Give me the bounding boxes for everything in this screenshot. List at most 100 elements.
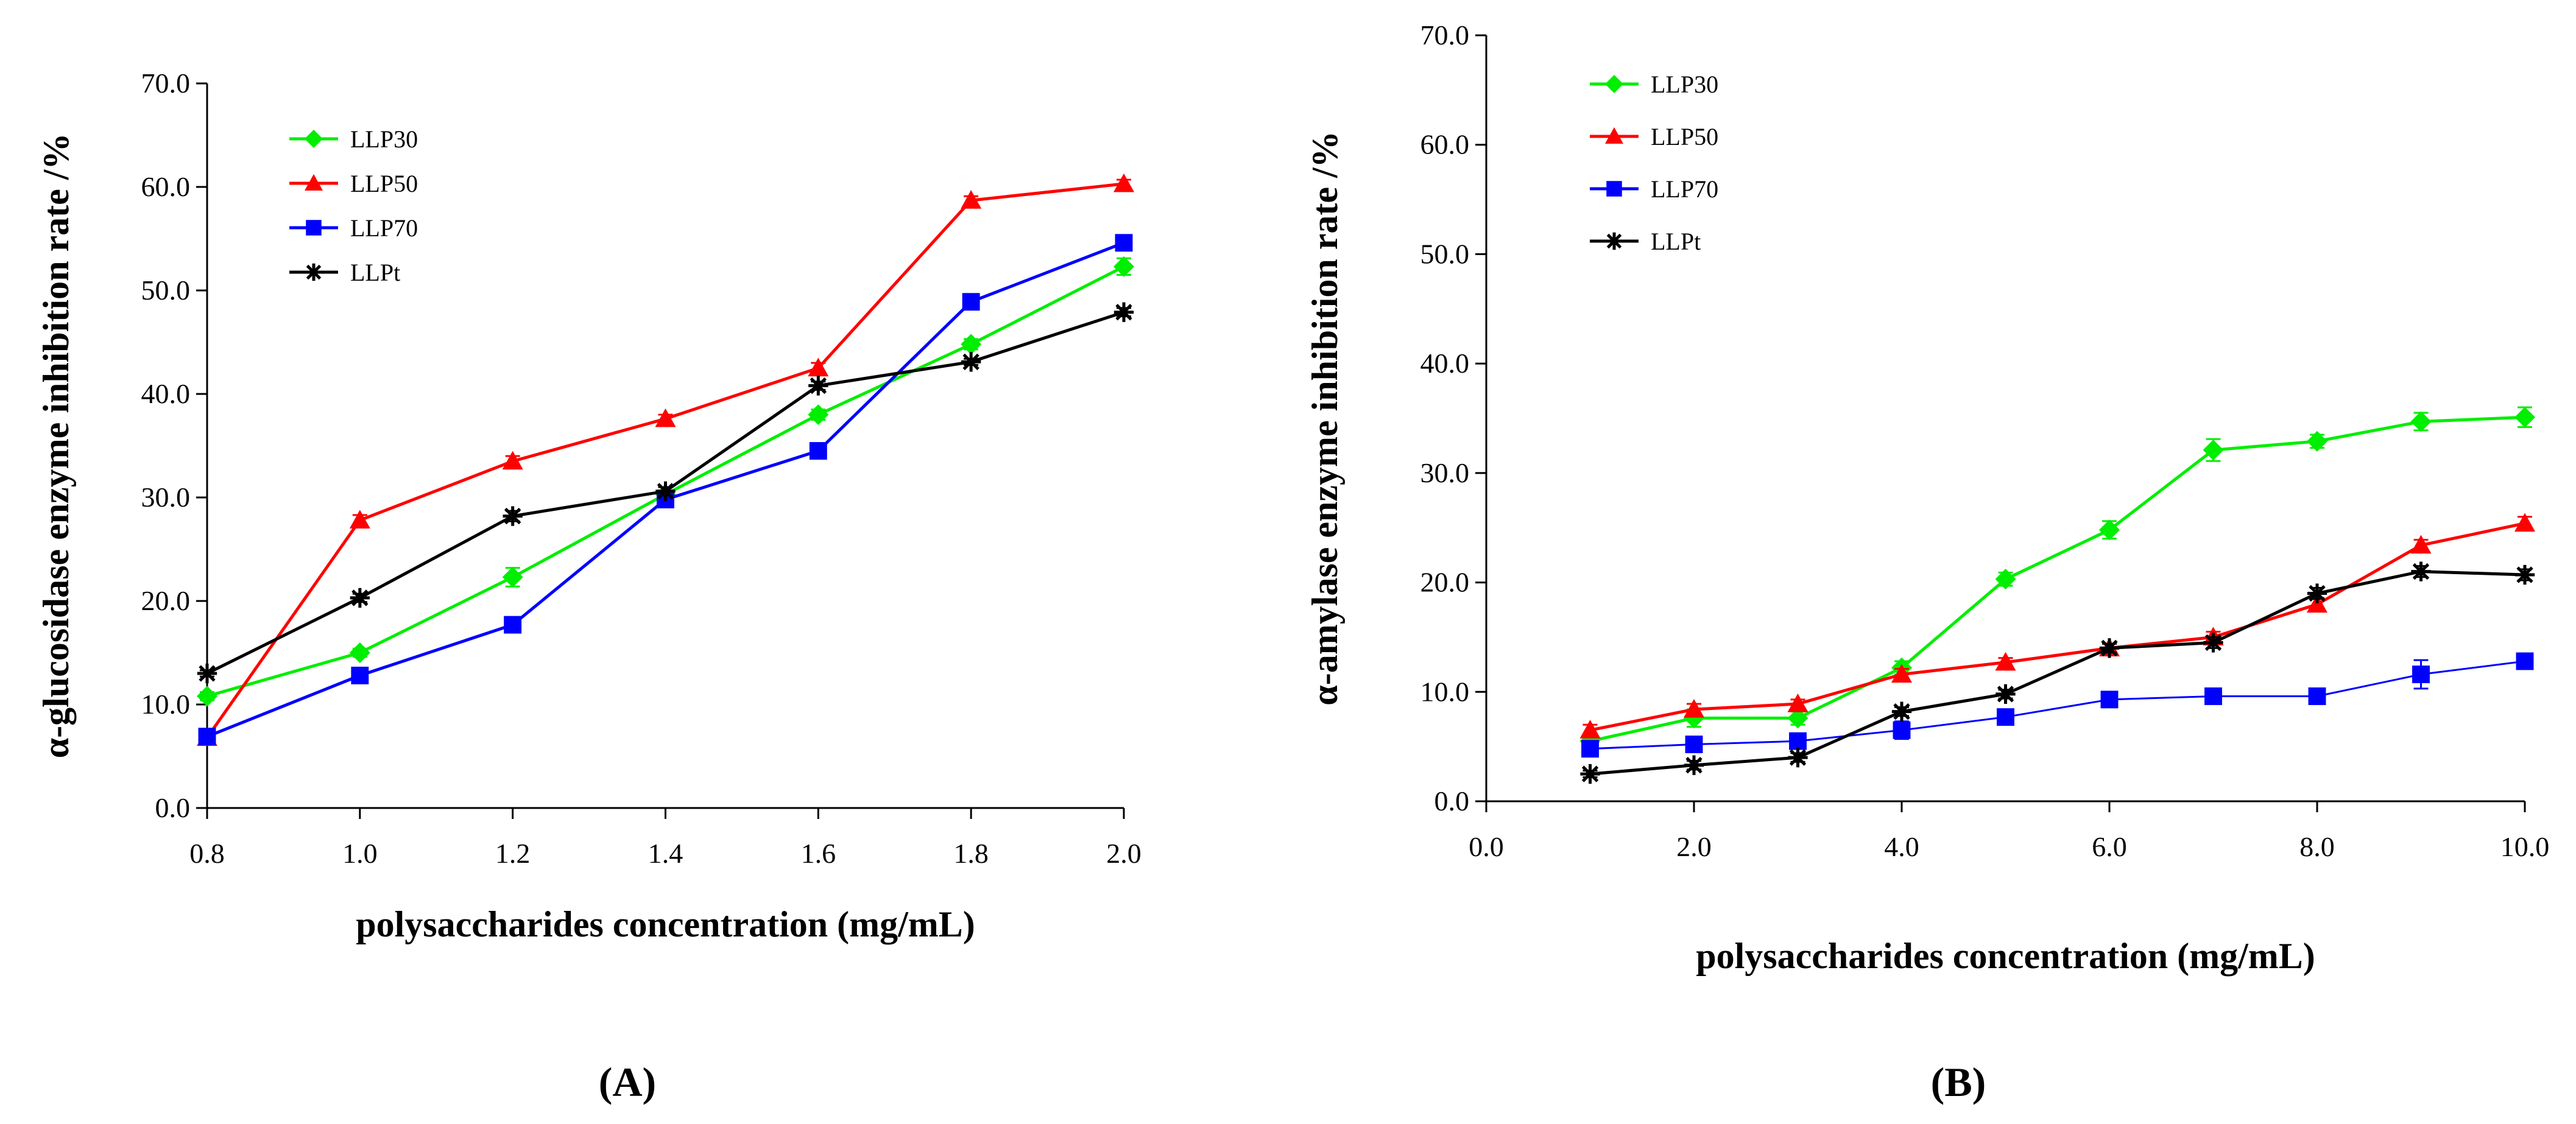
data-point bbox=[349, 642, 370, 663]
y-tick-label: 20.0 bbox=[141, 585, 191, 616]
data-point bbox=[961, 352, 981, 372]
data-point bbox=[2203, 633, 2223, 653]
data-point bbox=[502, 566, 523, 588]
x-tick-label: 6.0 bbox=[2092, 831, 2127, 862]
legend-entry: LLP30 bbox=[1590, 71, 1718, 98]
data-point bbox=[961, 190, 982, 209]
x-tick-label: 4.0 bbox=[1884, 831, 1919, 862]
data-point bbox=[655, 408, 676, 427]
x-tick-label: 1.2 bbox=[495, 838, 531, 869]
data-point bbox=[350, 588, 370, 608]
legend-marker bbox=[306, 220, 322, 236]
data-point bbox=[2514, 407, 2535, 428]
data-point bbox=[809, 442, 827, 460]
data-point bbox=[1581, 740, 1599, 758]
data-point bbox=[2307, 583, 2327, 603]
x-tick-label: 1.8 bbox=[953, 838, 989, 869]
data-point bbox=[2412, 666, 2430, 683]
series-line bbox=[1590, 570, 2525, 776]
legend-label: LLP70 bbox=[1651, 175, 1718, 203]
y-tick-label: 50.0 bbox=[141, 275, 191, 306]
data-point bbox=[962, 293, 980, 311]
legend-entry: LLP50 bbox=[289, 170, 418, 197]
data-point bbox=[349, 510, 370, 529]
data-point bbox=[1579, 720, 1601, 739]
data-point bbox=[1685, 736, 1703, 753]
x-axis-label: polysaccharides concentration (mg/mL) bbox=[1696, 936, 2315, 976]
data-point bbox=[1789, 732, 1807, 750]
data-point bbox=[2203, 440, 2224, 461]
data-point bbox=[502, 451, 523, 470]
legend-label: LLP30 bbox=[1651, 71, 1718, 98]
x-tick-label: 10.0 bbox=[2500, 831, 2550, 862]
data-point bbox=[1787, 694, 1808, 712]
x-tick-label: 0.8 bbox=[189, 838, 225, 869]
data-point bbox=[2099, 519, 2120, 541]
data-point bbox=[808, 376, 828, 396]
y-axis-label: α-glucosidase enzyme inhibition rate /% bbox=[36, 133, 76, 759]
data-point bbox=[808, 404, 829, 425]
series-line bbox=[205, 182, 1124, 739]
data-point bbox=[1997, 708, 2014, 726]
legend-label: LLP30 bbox=[350, 125, 418, 153]
data-point bbox=[2411, 561, 2431, 581]
y-tick-label: 10.0 bbox=[141, 689, 191, 720]
legend-marker bbox=[1606, 181, 1622, 197]
data-point bbox=[351, 666, 369, 684]
data-point bbox=[503, 506, 523, 526]
y-tick-label: 40.0 bbox=[1420, 348, 1470, 379]
series-llp50 bbox=[1579, 513, 2535, 739]
data-point bbox=[1995, 569, 2016, 590]
data-point bbox=[2514, 564, 2535, 585]
data-point bbox=[2307, 430, 2327, 452]
x-tick-label: 0.0 bbox=[1469, 831, 1504, 862]
y-tick-label: 70.0 bbox=[1420, 19, 1470, 51]
legend-entry: LLP70 bbox=[1590, 175, 1718, 203]
legend-entry: LLPt bbox=[289, 259, 400, 286]
legend-marker bbox=[305, 174, 323, 191]
data-point bbox=[2514, 513, 2535, 532]
data-point bbox=[198, 728, 216, 746]
series-line bbox=[1589, 415, 2525, 743]
data-point bbox=[1684, 699, 1704, 718]
legend-label: LLP70 bbox=[350, 214, 418, 242]
legend-marker bbox=[305, 130, 323, 148]
data-point bbox=[2308, 687, 2326, 705]
y-tick-label: 60.0 bbox=[141, 171, 191, 202]
y-tick-label: 30.0 bbox=[141, 482, 191, 513]
data-point bbox=[1995, 652, 2016, 671]
legend-entry: LLP70 bbox=[289, 214, 418, 242]
data-point bbox=[2410, 411, 2432, 432]
data-point bbox=[808, 357, 829, 377]
x-tick-label: 8.0 bbox=[2299, 831, 2335, 862]
legend-marker bbox=[1605, 232, 1623, 250]
data-point bbox=[1893, 721, 1911, 739]
series-llpt bbox=[1580, 561, 2535, 784]
data-point bbox=[655, 481, 676, 501]
y-tick-label: 10.0 bbox=[1420, 676, 1470, 707]
y-tick-label: 0.0 bbox=[155, 792, 191, 823]
legend-entry: LLPt bbox=[1590, 228, 1701, 255]
y-tick-label: 0.0 bbox=[1434, 785, 1470, 817]
data-point bbox=[2099, 638, 2120, 658]
y-tick-label: 50.0 bbox=[1420, 238, 1470, 269]
y-tick-label: 20.0 bbox=[1420, 567, 1470, 598]
series-llp50 bbox=[197, 173, 1134, 746]
legend-entry: LLP50 bbox=[1590, 123, 1718, 150]
legend-marker bbox=[305, 263, 323, 281]
data-point bbox=[197, 686, 217, 707]
data-point bbox=[2100, 690, 2119, 709]
legend-entry: LLP30 bbox=[289, 125, 418, 153]
data-point bbox=[1788, 747, 1808, 768]
y-axis-label: α-amylase enzyme inhibition rate /% bbox=[1305, 131, 1345, 705]
data-point bbox=[2516, 652, 2534, 670]
series-llp70 bbox=[1581, 652, 2534, 758]
data-point bbox=[1113, 302, 1134, 322]
data-point bbox=[1115, 234, 1133, 252]
data-point bbox=[1891, 701, 1912, 722]
data-point bbox=[1113, 256, 1134, 277]
series-line bbox=[1590, 522, 2525, 732]
y-tick-label: 60.0 bbox=[1420, 129, 1470, 160]
legend-marker bbox=[1605, 127, 1623, 144]
